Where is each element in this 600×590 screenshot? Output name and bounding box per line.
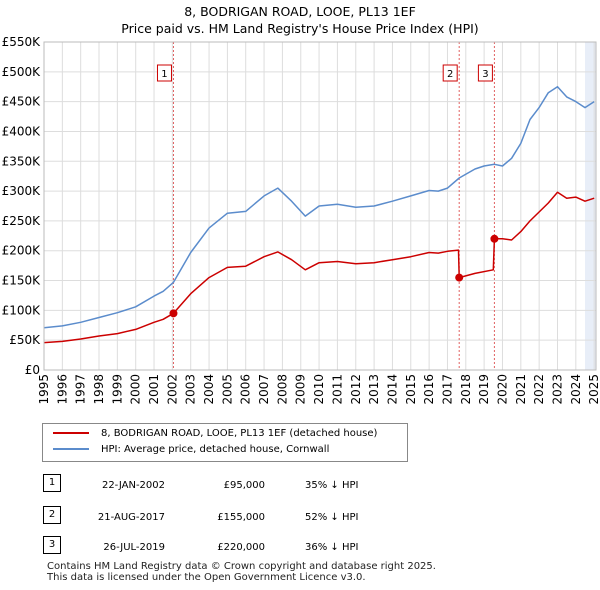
sale-point-2	[455, 273, 464, 282]
x-tick-label: 2005	[220, 374, 234, 405]
x-tick-label: 2001	[147, 374, 161, 405]
x-tick-label: 2018	[459, 374, 473, 405]
x-tick-label: 2021	[514, 374, 528, 405]
x-tick-label: 2003	[184, 374, 198, 405]
x-tick-label: 2022	[532, 374, 546, 405]
y-tick-label: £400K	[2, 124, 42, 138]
sale-label-3: 3	[482, 69, 488, 80]
sale-price: £220,000	[217, 542, 265, 553]
x-tick-label: 2008	[275, 374, 289, 405]
x-tick-label: 2000	[129, 374, 143, 405]
sale-point-1	[169, 309, 178, 318]
sale-number: 3	[43, 536, 61, 554]
legend-item-property: 8, BODRIGAN ROAD, LOOE, PL13 1EF (detach…	[53, 426, 377, 442]
sale-label-box-1	[156, 64, 172, 82]
y-tick-label: £0	[25, 363, 40, 377]
x-tick-label: 2004	[202, 374, 216, 405]
x-tick-label: 2011	[330, 374, 344, 405]
x-tick-label: 2006	[239, 374, 253, 405]
sale-point-3	[490, 234, 499, 243]
legend-swatch-hpi	[53, 448, 89, 450]
sale-number: 1	[43, 474, 61, 492]
footer-line-2: This data is licensed under the Open Gov…	[47, 572, 366, 583]
x-tick-label: 2024	[569, 374, 583, 405]
sale-date: 22-JAN-2002	[101, 480, 165, 491]
x-tick-label: 2015	[404, 374, 418, 405]
y-tick-label: £200K	[2, 244, 42, 258]
footer: Contains HM Land Registry data © Crown c…	[47, 561, 436, 583]
sale-hpi-diff: 35% ↓ HPI	[305, 480, 359, 491]
x-tick-label: 1996	[55, 374, 69, 405]
sale-date: 21-AUG-2017	[97, 512, 165, 523]
hpi-line	[43, 85, 595, 329]
y-tick-label: £300K	[2, 184, 42, 198]
x-tick-label: 2016	[422, 374, 436, 405]
x-tick-label: 1995	[37, 374, 51, 405]
sale-label-box-3	[477, 64, 493, 82]
chart-title: 8, BODRIGAN ROAD, LOOE, PL13 1EF Price p…	[0, 3, 600, 37]
y-tick-label: £350K	[2, 154, 42, 168]
x-tick-label: 2013	[367, 374, 381, 405]
sale-date: 26-JUL-2019	[103, 542, 165, 553]
property-line	[43, 191, 595, 344]
sale-hpi-diff: 52% ↓ HPI	[305, 512, 359, 523]
sale-label-2: 2	[447, 69, 453, 80]
sale-label-1: 1	[161, 69, 167, 80]
sale-hpi-diff: 36% ↓ HPI	[305, 542, 359, 553]
y-tick-label: £450K	[2, 95, 42, 109]
x-tick-label: 1998	[92, 374, 106, 405]
sale-price: £155,000	[217, 512, 265, 523]
footer-line-1: Contains HM Land Registry data © Crown c…	[47, 561, 436, 572]
x-tick-label: 2007	[257, 374, 271, 405]
x-tick-label: 2023	[550, 374, 564, 405]
x-tick-label: 2009	[294, 374, 308, 405]
legend-swatch-property	[53, 432, 89, 434]
legend-item-hpi: HPI: Average price, detached house, Corn…	[53, 442, 329, 458]
sale-number: 2	[43, 506, 61, 524]
y-tick-label: £550K	[2, 35, 42, 49]
x-tick-label: 2014	[385, 374, 399, 405]
shaded-region	[584, 42, 596, 370]
x-tick-label: 2012	[349, 374, 363, 405]
title-line-1: 8, BODRIGAN ROAD, LOOE, PL13 1EF	[184, 4, 416, 19]
plot-frame	[43, 41, 597, 371]
x-tick-label: 2019	[477, 374, 491, 405]
sale-price: £95,000	[223, 480, 265, 491]
y-tick-label: £150K	[2, 274, 42, 288]
x-tick-label: 2017	[440, 374, 454, 405]
legend: 8, BODRIGAN ROAD, LOOE, PL13 1EF (detach…	[42, 423, 408, 462]
y-tick-label: £100K	[2, 303, 42, 317]
legend-label-hpi: HPI: Average price, detached house, Corn…	[101, 444, 330, 455]
x-tick-label: 2002	[165, 374, 179, 405]
y-tick-label: £50K	[9, 333, 41, 347]
sale-label-box-2	[442, 64, 458, 82]
legend-label-property: 8, BODRIGAN ROAD, LOOE, PL13 1EF (detach…	[101, 428, 378, 439]
title-line-2: Price paid vs. HM Land Registry's House …	[121, 21, 479, 36]
x-tick-label: 2025	[587, 374, 600, 405]
x-tick-label: 1999	[110, 374, 124, 405]
x-tick-label: 1997	[74, 374, 88, 405]
x-tick-label: 2020	[495, 374, 509, 405]
y-tick-label: £250K	[2, 214, 42, 228]
x-tick-label: 2010	[312, 374, 326, 405]
y-tick-label: £500K	[2, 65, 42, 79]
